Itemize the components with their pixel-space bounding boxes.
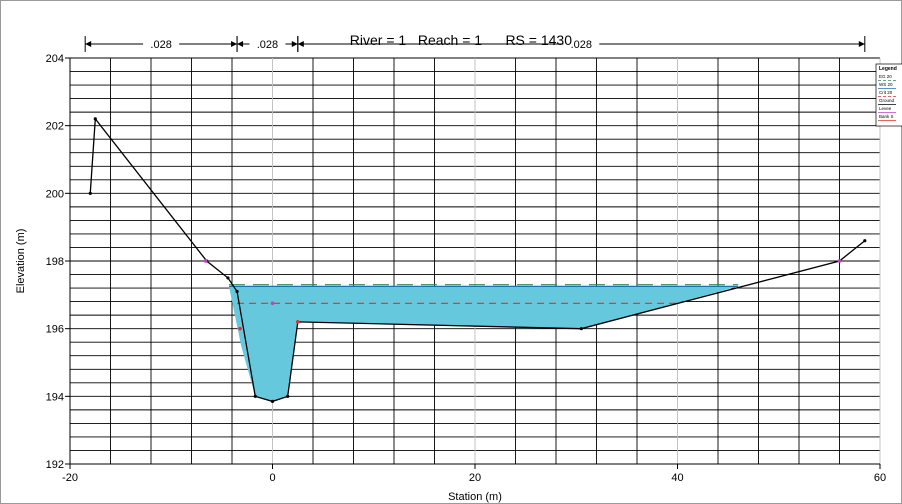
bank-station-point — [238, 326, 242, 331]
y-tick-label: 192 — [46, 459, 64, 471]
y-tick-label: 204 — [46, 53, 64, 65]
y-tick-label: 200 — [46, 188, 64, 200]
bank-station-point — [296, 320, 300, 324]
ground-point — [270, 399, 275, 404]
ground-point — [235, 289, 239, 294]
ground-point — [863, 239, 867, 243]
grid-lines — [69, 57, 881, 465]
ground-point — [579, 327, 583, 331]
n-arrow-head — [297, 41, 304, 47]
levee-point — [270, 301, 275, 306]
x-tick-label: 60 — [874, 472, 886, 484]
y-axis-label: Elevation (m) — [15, 229, 27, 294]
x-tick-label: 0 — [269, 472, 275, 484]
series-points — [88, 117, 867, 404]
n-arrow-head — [858, 41, 865, 47]
levee-point — [837, 259, 842, 263]
x-tick-label: 20 — [469, 472, 481, 484]
n-value-label: .028 — [257, 39, 278, 51]
ground-point — [286, 394, 290, 398]
x-tick-label: 40 — [671, 472, 683, 484]
n-value-label: .028 — [571, 39, 592, 51]
legend-entry-label: Crit 20 — [879, 90, 893, 95]
ground-point — [88, 191, 92, 195]
n-value-label: .028 — [150, 39, 171, 51]
legend-entry-label: WS 20 — [879, 82, 893, 87]
manning-n-annotations: .028 .028 .028 — [84, 36, 866, 52]
y-tick-label: 202 — [46, 121, 64, 133]
legend-entry-label: Levee — [879, 106, 892, 111]
x-tick-label: -20 — [62, 472, 78, 484]
levee-point — [203, 259, 208, 263]
y-tick-label: 198 — [46, 256, 64, 268]
water-fill — [228, 286, 739, 402]
ground-point — [93, 117, 97, 121]
series-lines — [89, 117, 866, 403]
y-tick-label: 196 — [46, 324, 64, 336]
legend-entry-label: Bank S — [879, 114, 894, 119]
n-arrow-head — [231, 41, 238, 47]
n-arrow-head — [291, 41, 298, 47]
ground-point — [226, 276, 230, 280]
n-arrow-head — [85, 41, 92, 47]
ground-point — [253, 394, 257, 398]
water-area — [228, 286, 739, 402]
legend-entry-label: Ground — [879, 98, 895, 103]
axes: 192 194 196 198 200 202 204 -20 0 20 40 60 Station (… — [15, 53, 886, 503]
y-tick-label: 194 — [46, 391, 64, 403]
legend-box — [875, 63, 902, 127]
legend: Legend EG 20 WS 20 Crit 20 Ground Levee Bank S — [875, 63, 902, 127]
x-axis-label: Station (m) — [448, 491, 502, 503]
n-arrow-head — [237, 41, 244, 47]
legend-title: Legend — [879, 66, 897, 72]
legend-entry-label: EG 20 — [879, 74, 892, 79]
ground-line — [89, 117, 866, 403]
